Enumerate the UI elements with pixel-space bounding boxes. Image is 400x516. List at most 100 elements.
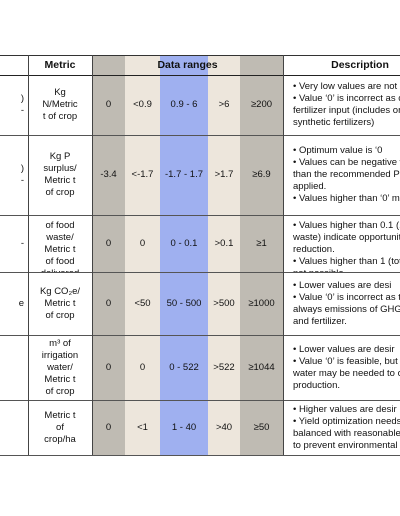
description-line: production. (293, 379, 341, 391)
metric-line: m³ of (49, 337, 71, 349)
range-cell: >6 (208, 75, 240, 135)
range-cell: <-1.7 (125, 135, 160, 215)
metric-line: t of crop (42, 111, 78, 122)
description-cell: • Lower values are desi • Value ‘0’ is in… (283, 272, 400, 335)
metric-line: Kg P (49, 151, 71, 162)
range-value: >0.1 (214, 237, 234, 249)
range-cell: 0 (125, 335, 160, 400)
range-value: >500 (213, 297, 235, 309)
range-column-bg (92, 55, 125, 75)
description-cell: • Lower values are desir• Values higher … (283, 215, 400, 272)
range-value: 0 - 0.1 (170, 237, 198, 249)
row-rule (0, 455, 400, 456)
description-cell: • Very low values are not • Value ‘0’ is … (283, 75, 400, 135)
range-value: 0 (105, 421, 112, 433)
range-cell: 1 - 40 (160, 400, 208, 455)
range-cell: ≥1 (240, 215, 283, 272)
description-line: • Lower values are desi (293, 279, 392, 291)
header-text: Metric (44, 59, 76, 71)
range-cell: -1.7 - 1.7 (160, 135, 208, 215)
left-fragment: ) (20, 163, 24, 174)
description-line: always emissions of GHG fr (293, 303, 400, 315)
description-cell: • Optimum value is ‘0 • Values can be neg… (283, 135, 400, 215)
description-line: balanced with reasonable inp (293, 427, 400, 439)
range-value: 0 (105, 361, 112, 373)
range-cell: 0 (92, 400, 125, 455)
description-line: • Values higher than 0.1 (10 (293, 219, 400, 231)
range-value: ≥200 (250, 99, 273, 110)
metric-cell: Metric t of crop/ha (28, 400, 92, 455)
left-cell: - (0, 215, 28, 272)
table-top-rule (0, 55, 400, 56)
description-line: • Higher values are desir (293, 403, 397, 415)
range-cell: >40 (208, 400, 240, 455)
description-line: • Value ‘0’ is incorrect as th (293, 291, 400, 303)
row-rule (0, 335, 400, 336)
column-rule (92, 55, 93, 455)
range-value: ≥6.9 (252, 169, 271, 180)
metric-line: of food (45, 219, 75, 231)
range-cell: 0 (92, 272, 125, 335)
metric-cell: Kg CO₂e/Metric t of crop (28, 272, 92, 335)
range-cell: ≥200 (240, 75, 283, 135)
description-line: • Optimum value is ‘0 (293, 145, 383, 156)
range-cell: 50 - 500 (160, 272, 208, 335)
description-line: • Values can be negative w (293, 157, 400, 168)
description-line: water may be needed to o (293, 367, 400, 379)
metric-line: waste/ (46, 231, 74, 243)
range-value: >40 (215, 421, 233, 433)
range-value: <-1.7 (131, 169, 154, 180)
description-line: and fertilizer. (293, 315, 347, 327)
metric-line: Metric t (44, 297, 76, 309)
row-rule (0, 215, 400, 216)
range-cell: -3.4 (92, 135, 125, 215)
description-line: • Values higher than 1 (total (293, 255, 400, 267)
range-value: <1 (137, 421, 148, 433)
description-line: • Lower values are desir (293, 215, 395, 220)
row-rule (0, 400, 400, 401)
metric-line: of crop (45, 187, 75, 198)
description-line: than the recommended P (293, 169, 400, 180)
range-column-bg (208, 55, 240, 75)
left-fragment: - (20, 105, 24, 116)
metric-line: Metric t (44, 243, 76, 255)
range-cell: 0 (125, 215, 160, 272)
left-cell: e (0, 272, 28, 335)
range-cell: >0.1 (208, 215, 240, 272)
description-line: waste) indicate opportunity (293, 231, 400, 243)
description-line: synthetic fertilizers) (293, 117, 375, 128)
range-value: 0 (105, 99, 112, 110)
range-cell: <0.9 (125, 75, 160, 135)
metric-line: irrigation (41, 349, 79, 361)
left-fragment: - (20, 175, 24, 186)
metric-line: Kg (54, 87, 66, 98)
description-cell: • Higher values are desir • Yield optimiz… (283, 400, 400, 455)
range-cell: >500 (208, 272, 240, 335)
metric-line: Metric t (44, 373, 76, 385)
range-cell: 0 (92, 335, 125, 400)
range-value: >522 (213, 361, 235, 373)
metric-line: of crop (45, 309, 75, 321)
range-value: ≥1 (256, 237, 267, 249)
header-text: Description (331, 59, 389, 71)
row-rule (0, 75, 400, 76)
range-cell: 0 - 0.1 (160, 215, 208, 272)
metric-line: Metric t (44, 215, 75, 220)
left-cell (0, 400, 28, 455)
metric-line: water/ (47, 361, 73, 373)
metric-line: crop/ha (44, 433, 76, 445)
row-rule (0, 135, 400, 136)
range-value: ≥1000 (248, 297, 275, 309)
metric-line: surplus/ (43, 163, 77, 174)
metric-line: Metric t (44, 409, 76, 421)
column-rule (28, 55, 29, 455)
left-cell: ) - (0, 75, 28, 135)
header-metric: Metric (28, 55, 92, 75)
range-column-bg (160, 55, 208, 75)
range-value: >1.7 (214, 169, 234, 180)
range-cell: 0.9 - 6 (160, 75, 208, 135)
left-fragment: ) (20, 93, 24, 104)
range-cell: <1 (125, 400, 160, 455)
range-value: 1 - 40 (171, 421, 197, 433)
